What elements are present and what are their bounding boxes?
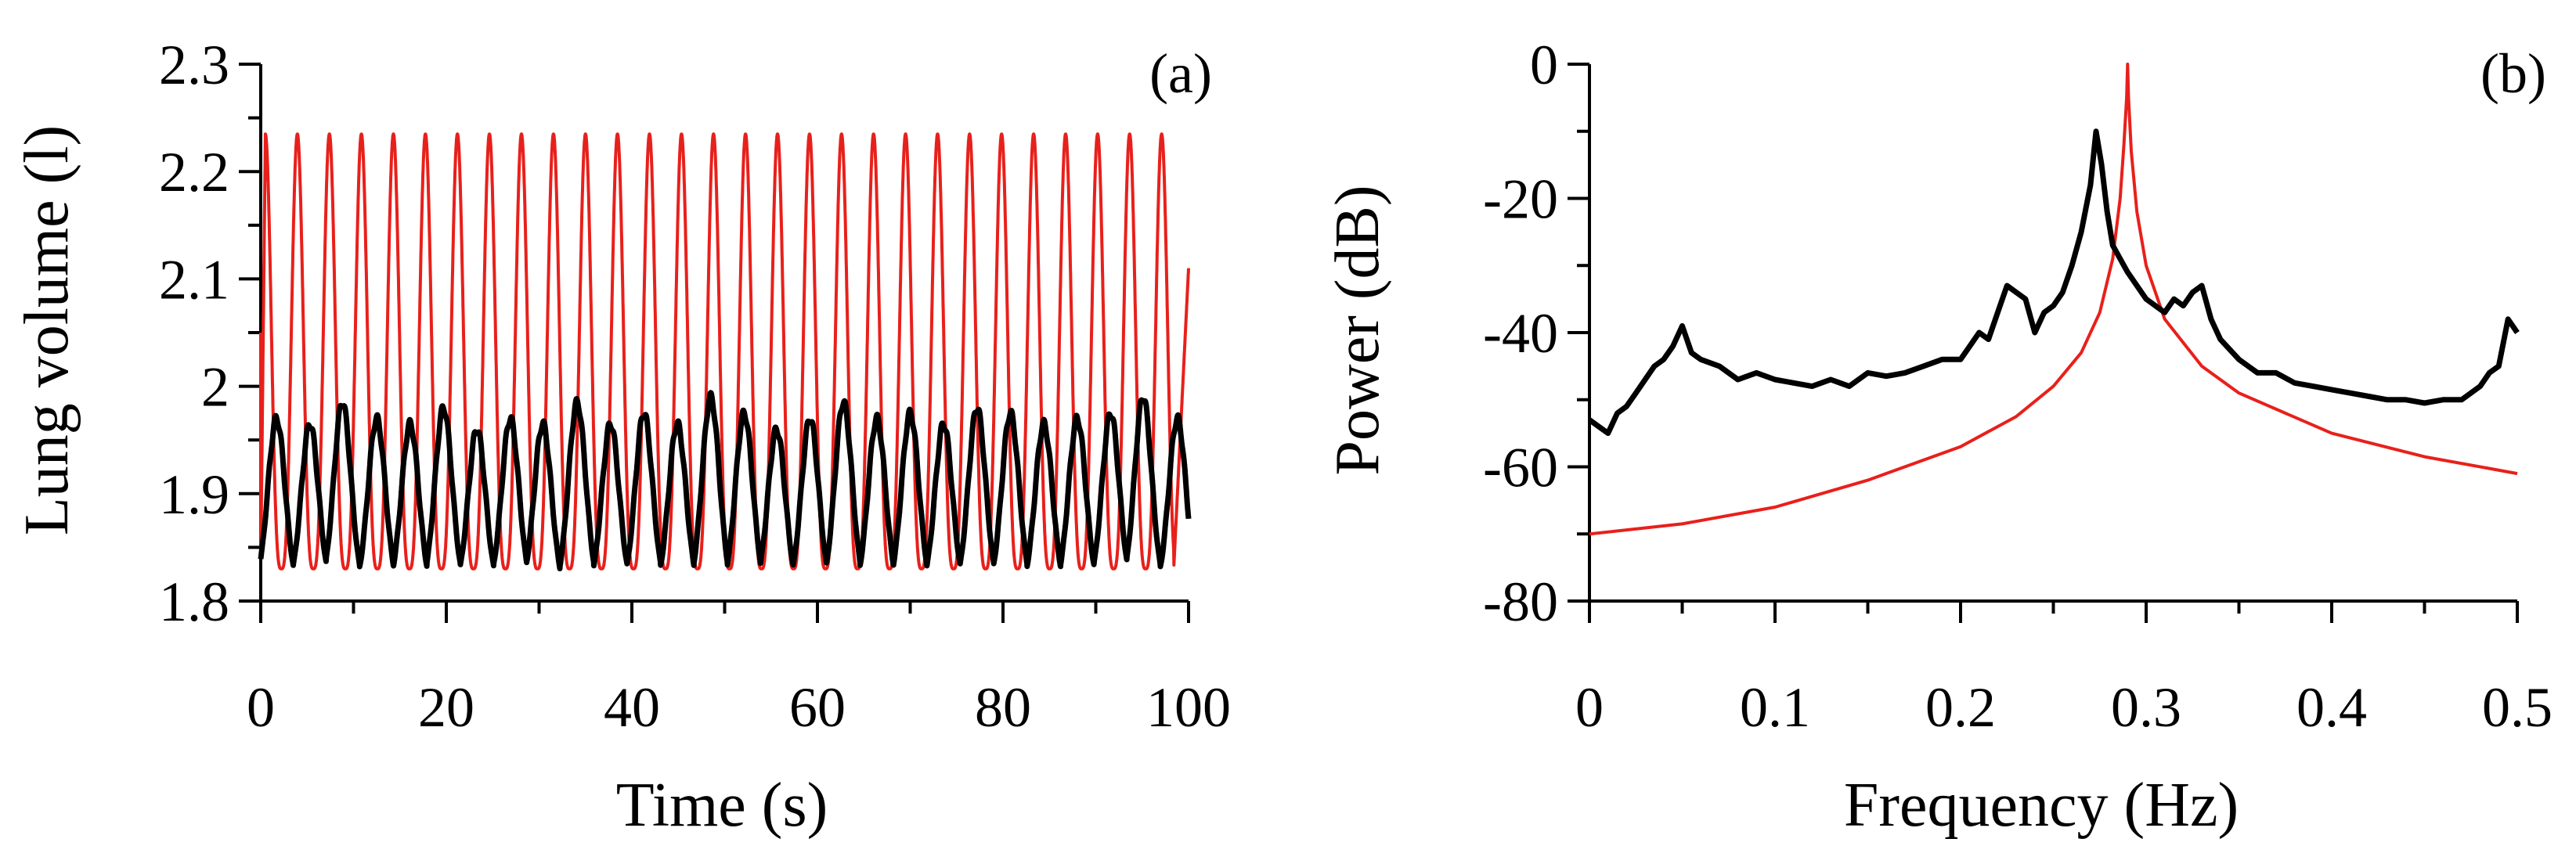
panel-b-plot <box>1587 63 2520 536</box>
panel-b-ytick-label: -40 <box>1483 302 1558 365</box>
panel-a-xtick-label: 20 <box>418 676 474 739</box>
panel-b-xtick-label: 0.3 <box>2111 676 2181 739</box>
panel-b-xtick-label: 0.5 <box>2482 676 2553 739</box>
panel-a-xtick-label: 0 <box>247 676 275 739</box>
panel-b-series-model <box>1589 63 2518 536</box>
panel-a-ytick-label: 2.1 <box>159 248 229 311</box>
panel-a-series-measured <box>258 390 1192 571</box>
panel-a-ytick-label: 1.9 <box>159 463 229 526</box>
panel-b-ylabel: Power (dB) <box>1323 185 1392 475</box>
panel-a-label: (a) <box>1149 42 1212 105</box>
panel-b-series-measured <box>1587 128 2520 437</box>
panel-b-ytick-label: -80 <box>1483 571 1558 633</box>
panel-b-ytick-label: 0 <box>1530 34 1558 96</box>
panel-a-ytick-label: 2.2 <box>159 141 229 203</box>
panel-b-xlabel: Frequency (Hz) <box>1844 771 2239 840</box>
panel-b: (b) Frequency (Hz) Power (dB) -80 -60 -40 -… <box>1323 34 2553 840</box>
panel-b-ytick-label: -20 <box>1483 168 1558 231</box>
panel-a-xtick-label: 40 <box>604 676 660 739</box>
panel-a-xtick-label: 60 <box>789 676 846 739</box>
panel-b-xtick-label: 0 <box>1575 676 1604 739</box>
panel-b-xtick-label: 0.2 <box>1925 676 1996 739</box>
panel-b-xtick-label: 0.1 <box>1740 676 1810 739</box>
panel-a-ytick-label: 2 <box>201 356 229 419</box>
panel-a-xlabel: Time (s) <box>616 771 828 840</box>
panel-a: (a) Time (s) Lung volume (l) 1.8 1.9 2 2.1 2… <box>13 34 1231 840</box>
panel-a-ylabel: Lung volume (l) <box>13 125 81 535</box>
panel-b-ytick-label: -60 <box>1483 437 1558 499</box>
panel-a-plot <box>258 132 1192 571</box>
panel-a-ytick-label: 2.3 <box>159 34 229 96</box>
panel-b-label: (b) <box>2480 42 2546 105</box>
panel-b-xtick-label: 0.4 <box>2296 676 2367 739</box>
panel-a-xtick-label: 80 <box>975 676 1031 739</box>
panel-a-ytick-label: 1.8 <box>159 571 229 633</box>
panel-a-xtick-label: 100 <box>1146 676 1231 739</box>
